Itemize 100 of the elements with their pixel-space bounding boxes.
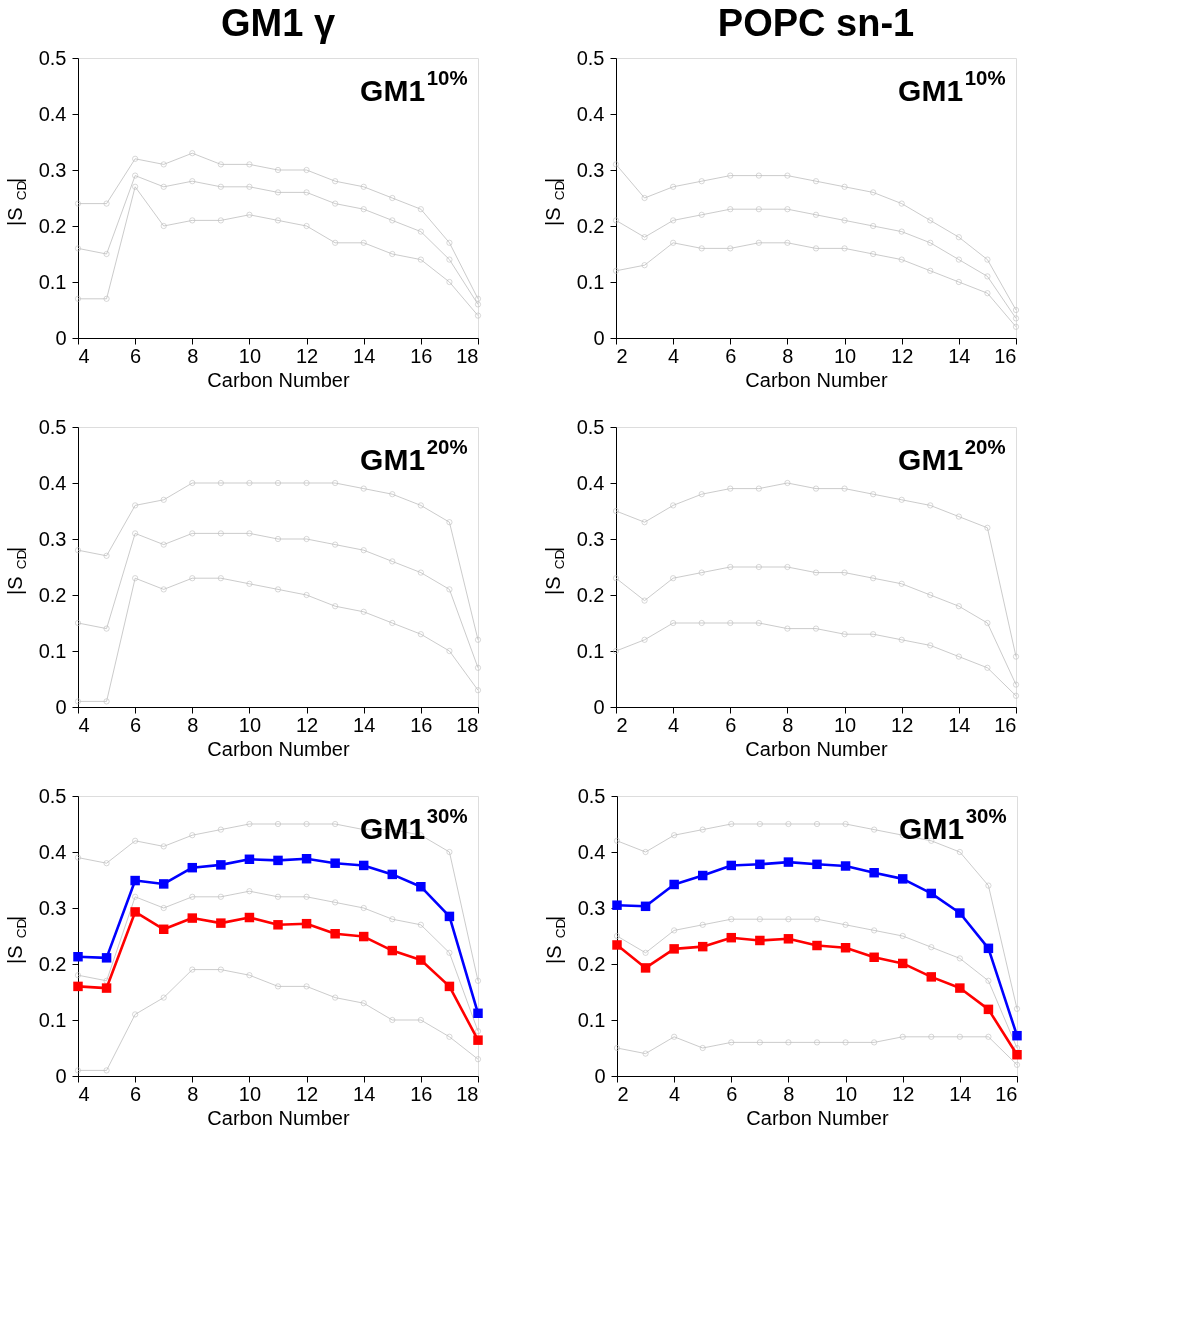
point — [871, 1039, 878, 1046]
x-tick-label: 2 — [617, 1082, 629, 1105]
point — [756, 1039, 763, 1046]
point — [956, 1033, 963, 1040]
point — [641, 195, 648, 201]
point — [698, 211, 705, 218]
point — [670, 217, 677, 224]
x-tick-label: 16 — [410, 713, 433, 736]
point — [755, 620, 762, 626]
point — [869, 867, 879, 878]
y-tick-label: 0 — [593, 326, 605, 349]
point — [842, 921, 849, 928]
y-tick-label: 0.2 — [576, 583, 605, 606]
point — [928, 1033, 935, 1040]
x-tick-label: 4 — [668, 713, 680, 736]
point — [670, 183, 677, 190]
x-tick-label: 6 — [726, 1082, 738, 1105]
point — [870, 575, 877, 582]
point — [841, 631, 848, 638]
y-tick-label: 0.2 — [576, 214, 605, 237]
point — [870, 491, 877, 498]
y-axis-title: |SCD| — [4, 915, 29, 964]
point — [614, 933, 620, 939]
point — [784, 564, 791, 570]
x-axis-title: Carbon Number — [745, 737, 888, 760]
point — [926, 972, 937, 982]
point — [698, 569, 705, 576]
x-tick-label: 10 — [833, 713, 857, 736]
point — [640, 963, 651, 973]
point — [984, 524, 991, 531]
x-tick-label: 6 — [725, 344, 737, 367]
point — [812, 940, 822, 951]
x-tick-label: 14 — [353, 713, 376, 736]
y-tick-label: 0.1 — [38, 1008, 67, 1031]
point — [813, 178, 819, 185]
point — [641, 234, 648, 241]
x-tick-label: 6 — [725, 713, 737, 736]
point — [813, 211, 819, 218]
point — [727, 620, 734, 626]
y-tick-label: 0.2 — [38, 952, 67, 975]
point — [985, 1033, 992, 1040]
point — [813, 485, 819, 492]
y-axis-title: |SCD| — [542, 177, 567, 226]
point — [642, 849, 649, 855]
x-tick-label: 12 — [892, 1082, 915, 1105]
y-tick-label: 0.4 — [576, 102, 605, 125]
point — [727, 485, 734, 492]
x-tick-label: 8 — [187, 1082, 199, 1105]
y-tick-label: 0.2 — [38, 214, 67, 237]
point — [871, 826, 878, 833]
point — [727, 564, 734, 570]
point — [955, 513, 962, 520]
point — [699, 826, 706, 833]
y-tick-label: 0 — [55, 1064, 67, 1087]
y-tick-label: 0.4 — [38, 102, 67, 125]
point — [841, 569, 848, 576]
x-tick-label: 8 — [187, 344, 199, 367]
point — [898, 496, 905, 503]
point — [927, 239, 934, 246]
y-axis-title: |SCD| — [542, 546, 567, 595]
point — [784, 239, 791, 246]
x-tick-label: 4 — [668, 344, 680, 367]
point — [983, 943, 994, 954]
point — [1014, 1005, 1020, 1012]
x-tick-label: 16 — [994, 713, 1017, 736]
point — [955, 983, 965, 993]
y-tick-label: 0.3 — [576, 158, 605, 181]
x-tick-label: 6 — [130, 713, 142, 736]
point — [899, 933, 906, 939]
x-tick-label: 8 — [782, 713, 794, 736]
point — [955, 256, 962, 263]
point — [1013, 692, 1019, 699]
point — [670, 239, 677, 246]
point — [755, 485, 762, 492]
point — [955, 279, 962, 285]
point — [640, 901, 651, 912]
point — [956, 849, 963, 855]
x-tick-label: 14 — [948, 713, 971, 736]
x-tick-label: 18 — [456, 1082, 479, 1105]
x-tick-label: 14 — [353, 1082, 376, 1105]
point — [755, 206, 762, 213]
point — [1013, 315, 1019, 322]
point — [870, 251, 877, 257]
point — [1014, 1061, 1020, 1068]
point — [841, 485, 848, 492]
point — [897, 958, 908, 969]
y-tick-label: 0.2 — [577, 952, 606, 975]
x-tick-label: 10 — [833, 344, 857, 367]
chart-title: POPC sn-1 — [717, 2, 915, 44]
y-tick-label: 0.3 — [38, 896, 67, 919]
y-tick-label: 0.1 — [38, 639, 67, 662]
point — [840, 861, 851, 871]
point — [814, 1039, 820, 1046]
x-tick-label: 8 — [782, 344, 794, 367]
point — [641, 597, 648, 604]
point — [814, 916, 820, 923]
point — [927, 642, 934, 649]
x-tick-label: 4 — [78, 713, 90, 736]
y-tick-label: 0.5 — [576, 415, 605, 438]
y-tick-label: 0.1 — [577, 1008, 606, 1031]
